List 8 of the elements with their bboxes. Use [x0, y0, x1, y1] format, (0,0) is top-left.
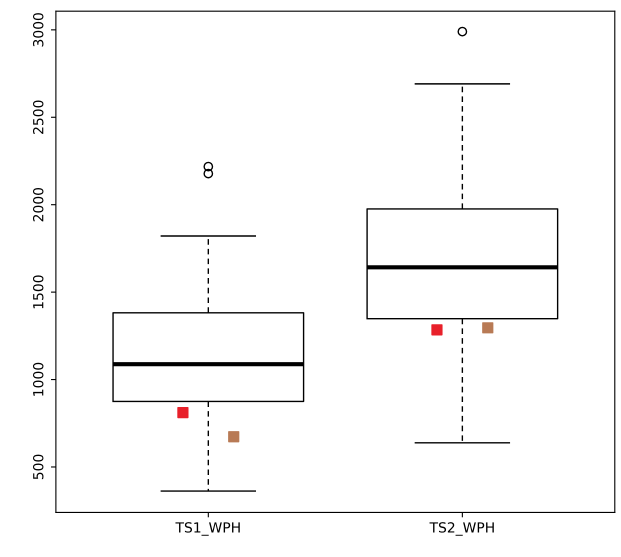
y-tick-label: 3000: [32, 13, 44, 46]
y-tick-label: 1500: [32, 275, 44, 308]
x-tick-label: TS1_WPH: [175, 522, 240, 536]
y-tick-label: 2000: [32, 188, 44, 222]
x-tick-label: TS2_WPH: [430, 522, 494, 536]
y-tick-label: 1000: [32, 362, 44, 396]
y-tick-label: 500: [32, 454, 44, 480]
y-tick-label: 2500: [32, 100, 44, 134]
